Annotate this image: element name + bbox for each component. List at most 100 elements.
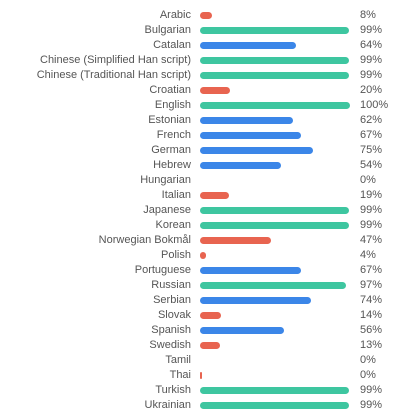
language-row: Polish 4% <box>0 248 400 263</box>
progress-bar <box>200 402 349 409</box>
language-row: Serbian 74% <box>0 293 400 308</box>
progress-track <box>200 372 350 379</box>
progress-bar <box>200 147 313 154</box>
percent-label: 14% <box>360 309 383 321</box>
progress-track <box>200 222 350 229</box>
percent-label: 99% <box>360 54 383 66</box>
percent-label: 99% <box>360 399 383 411</box>
progress-track <box>200 12 350 19</box>
progress-bar <box>200 207 349 214</box>
progress-bar <box>200 267 301 274</box>
progress-track <box>200 147 350 154</box>
language-row: Arabic 8% <box>0 8 400 23</box>
percent-label: 8% <box>360 9 376 21</box>
progress-track <box>200 42 350 49</box>
language-row: Estonian 62% <box>0 113 400 128</box>
language-row: English 100% <box>0 98 400 113</box>
progress-bar <box>200 162 281 169</box>
language-row: Korean 99% <box>0 218 400 233</box>
percent-label: 20% <box>360 84 383 96</box>
language-row: Spanish 56% <box>0 323 400 338</box>
progress-track <box>200 177 350 184</box>
progress-track <box>200 192 350 199</box>
progress-track <box>200 72 350 79</box>
percent-label: 99% <box>360 219 383 231</box>
language-name: Korean <box>155 219 191 231</box>
percent-label: 4% <box>360 249 376 261</box>
language-name: Arabic <box>159 9 191 21</box>
progress-track <box>200 402 350 409</box>
language-name: Thai <box>169 369 191 381</box>
progress-bar <box>200 342 220 349</box>
percent-label: 75% <box>360 144 383 156</box>
percent-label: 47% <box>360 234 383 246</box>
progress-track <box>200 312 350 319</box>
percent-label: 64% <box>360 39 383 51</box>
progress-bar <box>200 282 346 289</box>
progress-track <box>200 297 350 304</box>
language-name: Ukrainian <box>144 399 191 411</box>
language-row: Catalan 64% <box>0 38 400 53</box>
progress-bar <box>200 57 349 64</box>
progress-track <box>200 252 350 259</box>
language-name: Hungarian <box>140 174 191 186</box>
progress-bar <box>200 222 349 229</box>
language-row: French 67% <box>0 128 400 143</box>
language-row: Hebrew 54% <box>0 158 400 173</box>
percent-label: 97% <box>360 279 383 291</box>
language-name: Bulgarian <box>144 24 191 36</box>
percent-label: 19% <box>360 189 383 201</box>
progress-track <box>200 282 350 289</box>
language-name: Hebrew <box>153 159 191 171</box>
language-row: Japanese 99% <box>0 203 400 218</box>
progress-bar <box>200 42 296 49</box>
language-name: French <box>156 129 191 141</box>
progress-track <box>200 132 350 139</box>
progress-bar <box>200 132 301 139</box>
percent-label: 54% <box>360 159 383 171</box>
progress-bar <box>200 252 206 259</box>
language-name: Slovak <box>157 309 191 321</box>
progress-bar <box>200 237 271 244</box>
progress-bar <box>200 327 284 334</box>
language-name: Turkish <box>155 384 191 396</box>
percent-label: 100% <box>360 99 389 111</box>
percent-label: 99% <box>360 204 383 216</box>
language-row: Slovak 14% <box>0 308 400 323</box>
percent-label: 99% <box>360 384 383 396</box>
progress-bar <box>200 192 229 199</box>
language-name: Polish <box>161 249 191 261</box>
progress-bar <box>200 12 212 19</box>
language-row: German 75% <box>0 143 400 158</box>
progress-track <box>200 237 350 244</box>
language-name: Catalan <box>153 39 191 51</box>
language-name: Estonian <box>148 114 191 126</box>
progress-track <box>200 102 350 109</box>
percent-label: 62% <box>360 114 383 126</box>
percent-label: 67% <box>360 129 383 141</box>
language-name: Portuguese <box>134 264 191 276</box>
language-name: Russian <box>151 279 191 291</box>
progress-track <box>200 327 350 334</box>
language-name: English <box>154 99 191 111</box>
progress-bar <box>200 72 349 79</box>
progress-track <box>200 87 350 94</box>
language-name: Tamil <box>165 354 191 366</box>
language-row: Italian 19% <box>0 188 400 203</box>
progress-bar <box>200 297 311 304</box>
progress-bar <box>200 102 350 109</box>
language-name: Serbian <box>153 294 191 306</box>
language-row: Turkish 99% <box>0 383 400 398</box>
language-name: Spanish <box>151 324 191 336</box>
progress-bar <box>200 27 349 34</box>
percent-label: 0% <box>360 354 376 366</box>
progress-track <box>200 27 350 34</box>
progress-track <box>200 162 350 169</box>
language-name: Norwegian Bokmål <box>98 234 191 246</box>
percent-label: 0% <box>360 369 376 381</box>
progress-track <box>200 57 350 64</box>
percent-label: 74% <box>360 294 383 306</box>
progress-bar <box>200 372 202 379</box>
progress-track <box>200 357 350 364</box>
progress-track <box>200 387 350 394</box>
